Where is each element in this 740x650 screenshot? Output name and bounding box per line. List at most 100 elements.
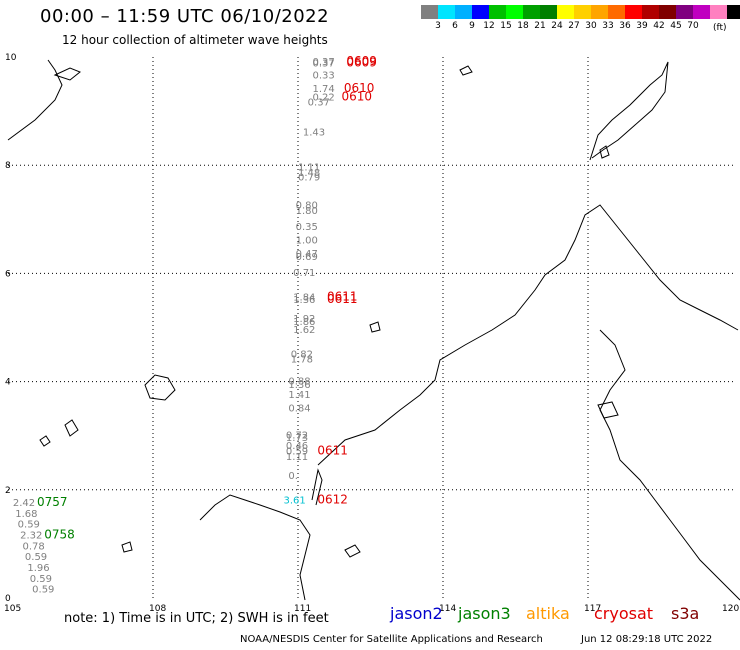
scale-label: 3 bbox=[435, 21, 441, 31]
wave-height-value: 0.84 bbox=[288, 403, 310, 414]
wave-height-value: 1.86 bbox=[293, 317, 315, 328]
pass-time-label: 0611 bbox=[317, 444, 348, 458]
wave-height-value: 3.61 bbox=[284, 495, 306, 506]
legend-jason3: jason3 bbox=[458, 604, 511, 623]
scale-label: 36 bbox=[619, 21, 631, 31]
scale-swatch bbox=[693, 5, 710, 19]
scale-label: 15 bbox=[500, 21, 512, 31]
wave-height-value: 2.32 bbox=[20, 530, 42, 541]
wave-height-value: 1.41 bbox=[288, 390, 310, 401]
scale-swatch bbox=[557, 5, 574, 19]
wave-height-value: 0.79 bbox=[298, 172, 320, 183]
wave-height-value: 0.80 bbox=[296, 200, 318, 211]
pass-time-label: 0610 bbox=[344, 81, 375, 95]
scale-label: 9 bbox=[469, 21, 475, 31]
scale-label: 12 bbox=[483, 21, 495, 31]
wave-height-value: 0.59 bbox=[25, 552, 47, 563]
scale-label: 27 bbox=[568, 21, 580, 31]
scale-swatch bbox=[455, 5, 472, 19]
lon-tick-label: 114 bbox=[439, 604, 456, 614]
scale-label: 21 bbox=[534, 21, 546, 31]
wave-height-value: 1.92 bbox=[293, 314, 315, 325]
scale-swatch bbox=[710, 5, 727, 19]
legend-s3a: s3a bbox=[671, 604, 700, 623]
wave-height-value: 1.68 bbox=[15, 509, 37, 520]
scale-swatch bbox=[591, 5, 608, 19]
wave-height-value: 1.36 bbox=[288, 380, 310, 391]
wave-height-value: 0.22 bbox=[313, 92, 335, 103]
credit-text: NOAA/NESDIS Center for Satellite Applica… bbox=[240, 634, 543, 645]
wave-height-value: 0.59 bbox=[18, 520, 40, 531]
wave-height-value: 0.37 bbox=[308, 98, 330, 109]
pass-time-label: 0757 bbox=[37, 495, 68, 509]
coastline bbox=[7, 59, 740, 601]
wave-height-value: 1.11 bbox=[298, 163, 320, 174]
wave-height-value: 1.00 bbox=[296, 236, 318, 247]
wave-height-value: 0.59 bbox=[30, 574, 52, 585]
wave-height-value: 0.88 bbox=[288, 376, 310, 387]
scale-swatch bbox=[574, 5, 591, 19]
generated-timestamp: Jun 12 08:29:18 UTC 2022 bbox=[581, 634, 713, 645]
scale-swatch bbox=[472, 5, 489, 19]
legend-jason2: jason2 bbox=[390, 604, 443, 623]
lat-tick-label: 10 bbox=[5, 53, 17, 63]
lon-tick-label: 108 bbox=[149, 604, 166, 614]
wave-height-value: 1.84 bbox=[293, 292, 315, 303]
wave-height-value: 0.37 bbox=[313, 57, 335, 68]
scale-swatch bbox=[540, 5, 557, 19]
scale-swatch bbox=[523, 5, 540, 19]
scale-label: 6 bbox=[452, 21, 458, 31]
footer-note: note: 1) Time is in UTC; 2) SWH is in fe… bbox=[64, 611, 329, 626]
legend-altika: altika bbox=[526, 604, 570, 623]
wave-height-value: 0.37 bbox=[313, 59, 335, 70]
pass-time-label: 0611 bbox=[327, 292, 358, 306]
map-subtitle: 12 hour collection of altimeter wave hei… bbox=[62, 33, 328, 47]
scale-unit: (ft) bbox=[713, 23, 727, 33]
pass-time-label: 0610 bbox=[342, 89, 373, 103]
wave-height-value: 1.48 bbox=[298, 168, 320, 179]
wave-height-value: 0.59 bbox=[286, 447, 308, 458]
lon-tick-label: 111 bbox=[294, 604, 311, 614]
pass-time-label: 0611 bbox=[327, 289, 358, 303]
lat-tick-label: 4 bbox=[5, 378, 11, 388]
color-scale-bar bbox=[421, 5, 740, 19]
scale-label: 42 bbox=[653, 21, 665, 31]
wave-height-value: 0.72 bbox=[286, 430, 308, 441]
color-scale-labels: 3 6 9 12 15 18 21 24 27 30 33 36 39 42 45 70 bbox=[421, 19, 740, 33]
scale-swatch bbox=[642, 5, 659, 19]
scale-label: 30 bbox=[585, 21, 597, 31]
wave-height-value: 1.43 bbox=[303, 127, 325, 138]
lon-tick-label: 105 bbox=[4, 604, 21, 614]
wave-height-value: 0. bbox=[288, 471, 298, 482]
pass-time-label: 0758 bbox=[44, 527, 75, 541]
map-title: 00:00 – 11:59 UTC 06/10/2022 bbox=[40, 6, 330, 27]
pass-time-label: 0609 bbox=[346, 54, 377, 68]
scale-label: 70 bbox=[687, 21, 699, 31]
scale-swatch bbox=[506, 5, 523, 19]
wave-height-value: 0.47 bbox=[296, 249, 318, 260]
scale-swatch bbox=[608, 5, 625, 19]
wave-height-value: 1.36 bbox=[293, 295, 315, 306]
wave-height-value: 1.11 bbox=[286, 452, 308, 463]
scale-swatch bbox=[438, 5, 455, 19]
pass-time-label: 0612 bbox=[317, 492, 348, 506]
wave-height-value: 1.96 bbox=[27, 563, 49, 574]
scale-swatch bbox=[659, 5, 676, 19]
wave-height-value: 1.80 bbox=[296, 206, 318, 217]
wave-height-value: 1.78 bbox=[291, 355, 313, 366]
scale-swatch bbox=[489, 5, 506, 19]
wave-height-value: 0.33 bbox=[313, 71, 335, 82]
wave-height-color-scale: 3 6 9 12 15 18 21 24 27 30 33 36 39 42 45 70 (ft) bbox=[421, 5, 740, 33]
wave-height-value: 1.74 bbox=[313, 84, 335, 95]
wave-height-value: 0.71 bbox=[293, 268, 315, 279]
wave-height-value: 1.62 bbox=[293, 325, 315, 336]
lon-tick-label: 117 bbox=[584, 604, 601, 614]
wave-height-value: 2.42 bbox=[13, 498, 35, 509]
lat-tick-label: 6 bbox=[5, 269, 11, 279]
wave-height-value: 0.69 bbox=[296, 252, 318, 263]
wave-height-observations: 0.370.370.331.740.220.371.431.111.480.79… bbox=[13, 57, 335, 595]
wave-height-value: 1.73 bbox=[286, 433, 308, 444]
